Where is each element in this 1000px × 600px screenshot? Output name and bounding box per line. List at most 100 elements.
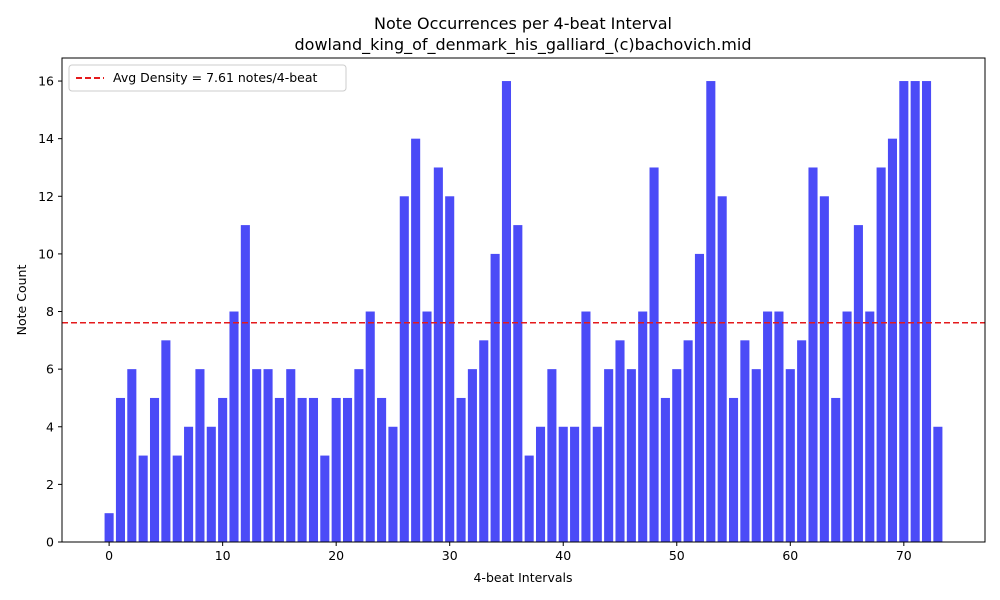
y-tick-label: 0 [46, 535, 54, 550]
y-ticks-group: 0 2 4 6 8 10 12 14 16 [38, 74, 62, 550]
y-tick-label: 8 [46, 304, 54, 319]
x-tick-label: 50 [669, 548, 685, 563]
x-tick-label: 60 [782, 548, 798, 563]
bar [240, 225, 250, 542]
bar [694, 253, 705, 542]
bar [604, 369, 614, 542]
bar [831, 397, 841, 542]
bar [933, 426, 943, 542]
bar [728, 397, 739, 542]
bar [399, 196, 409, 543]
bar [411, 138, 421, 543]
bar [513, 225, 523, 542]
chart-title: Note Occurrences per 4-beat Interval [374, 14, 672, 33]
y-axis-label: Note Count [14, 265, 29, 336]
bar [161, 340, 171, 542]
y-tick-label: 6 [46, 362, 54, 377]
bar [445, 196, 455, 543]
bar [501, 81, 512, 543]
bar [638, 311, 648, 542]
bar [320, 455, 330, 542]
bar [456, 397, 466, 542]
x-tick-label: 40 [555, 548, 571, 563]
bar [274, 397, 284, 542]
bar [286, 369, 296, 542]
bar [422, 311, 432, 542]
bar [388, 426, 398, 542]
bar [785, 369, 795, 542]
legend: Avg Density = 7.61 notes/4-beat [68, 64, 347, 92]
x-tick-label: 0 [105, 548, 113, 563]
bar [899, 81, 909, 543]
bar [206, 426, 216, 542]
bar [910, 81, 920, 543]
bar [308, 397, 319, 542]
legend-box [68, 64, 347, 92]
bar [172, 455, 182, 542]
bar [570, 426, 580, 542]
y-tick-label: 2 [46, 477, 54, 492]
bar [104, 513, 114, 542]
bar [184, 426, 194, 542]
y-tick-label: 10 [38, 246, 54, 261]
bar [774, 311, 784, 542]
chart-subtitle: dowland_king_of_denmark_his_galliard_(c)… [295, 35, 752, 55]
bar [797, 340, 807, 542]
bar [683, 340, 693, 542]
bar [490, 253, 500, 542]
bar [365, 311, 375, 542]
bar [195, 369, 205, 542]
bar [706, 81, 716, 543]
bar [740, 340, 750, 542]
x-tick-label: 10 [215, 548, 231, 563]
bars-group [104, 81, 943, 543]
bar [354, 369, 364, 542]
bar [887, 138, 898, 543]
x-axis-label: 4-beat Intervals [473, 570, 572, 585]
bar [218, 397, 228, 542]
bar [433, 167, 443, 543]
x-tick-label: 20 [328, 548, 344, 563]
bar [808, 167, 818, 543]
x-tick-label: 70 [896, 548, 912, 563]
bar [876, 167, 886, 543]
y-tick-label: 4 [46, 419, 54, 434]
bar [615, 340, 625, 542]
bar [660, 397, 670, 542]
bar [558, 426, 568, 542]
bar [115, 397, 126, 542]
bar [717, 196, 727, 543]
bar [252, 369, 262, 542]
bar [263, 369, 273, 542]
bar [853, 225, 863, 542]
bar [377, 397, 387, 542]
bar [626, 369, 636, 542]
bar [921, 81, 932, 543]
bar [763, 311, 773, 542]
bar [479, 340, 489, 542]
y-tick-label: 12 [38, 189, 54, 204]
plot-frame [61, 57, 986, 543]
bar [751, 369, 761, 542]
bar [342, 397, 353, 542]
legend-label: Avg Density = 7.61 notes/4-beat [113, 70, 318, 85]
bar [331, 397, 341, 542]
bar [127, 369, 137, 542]
bar [592, 426, 602, 542]
x-ticks-group: 0 10 20 30 40 50 60 70 [105, 542, 912, 563]
bar [149, 397, 160, 542]
bar [467, 369, 477, 542]
bar [229, 311, 239, 542]
bar [581, 311, 591, 542]
y-tick-label: 16 [38, 74, 54, 89]
bar [842, 311, 852, 542]
bar [649, 167, 659, 543]
bar [672, 369, 682, 542]
bar [524, 455, 534, 542]
bar [138, 455, 148, 542]
bar [547, 369, 557, 542]
x-tick-label: 30 [442, 548, 458, 563]
y-tick-label: 14 [38, 131, 54, 146]
bar [535, 426, 546, 542]
